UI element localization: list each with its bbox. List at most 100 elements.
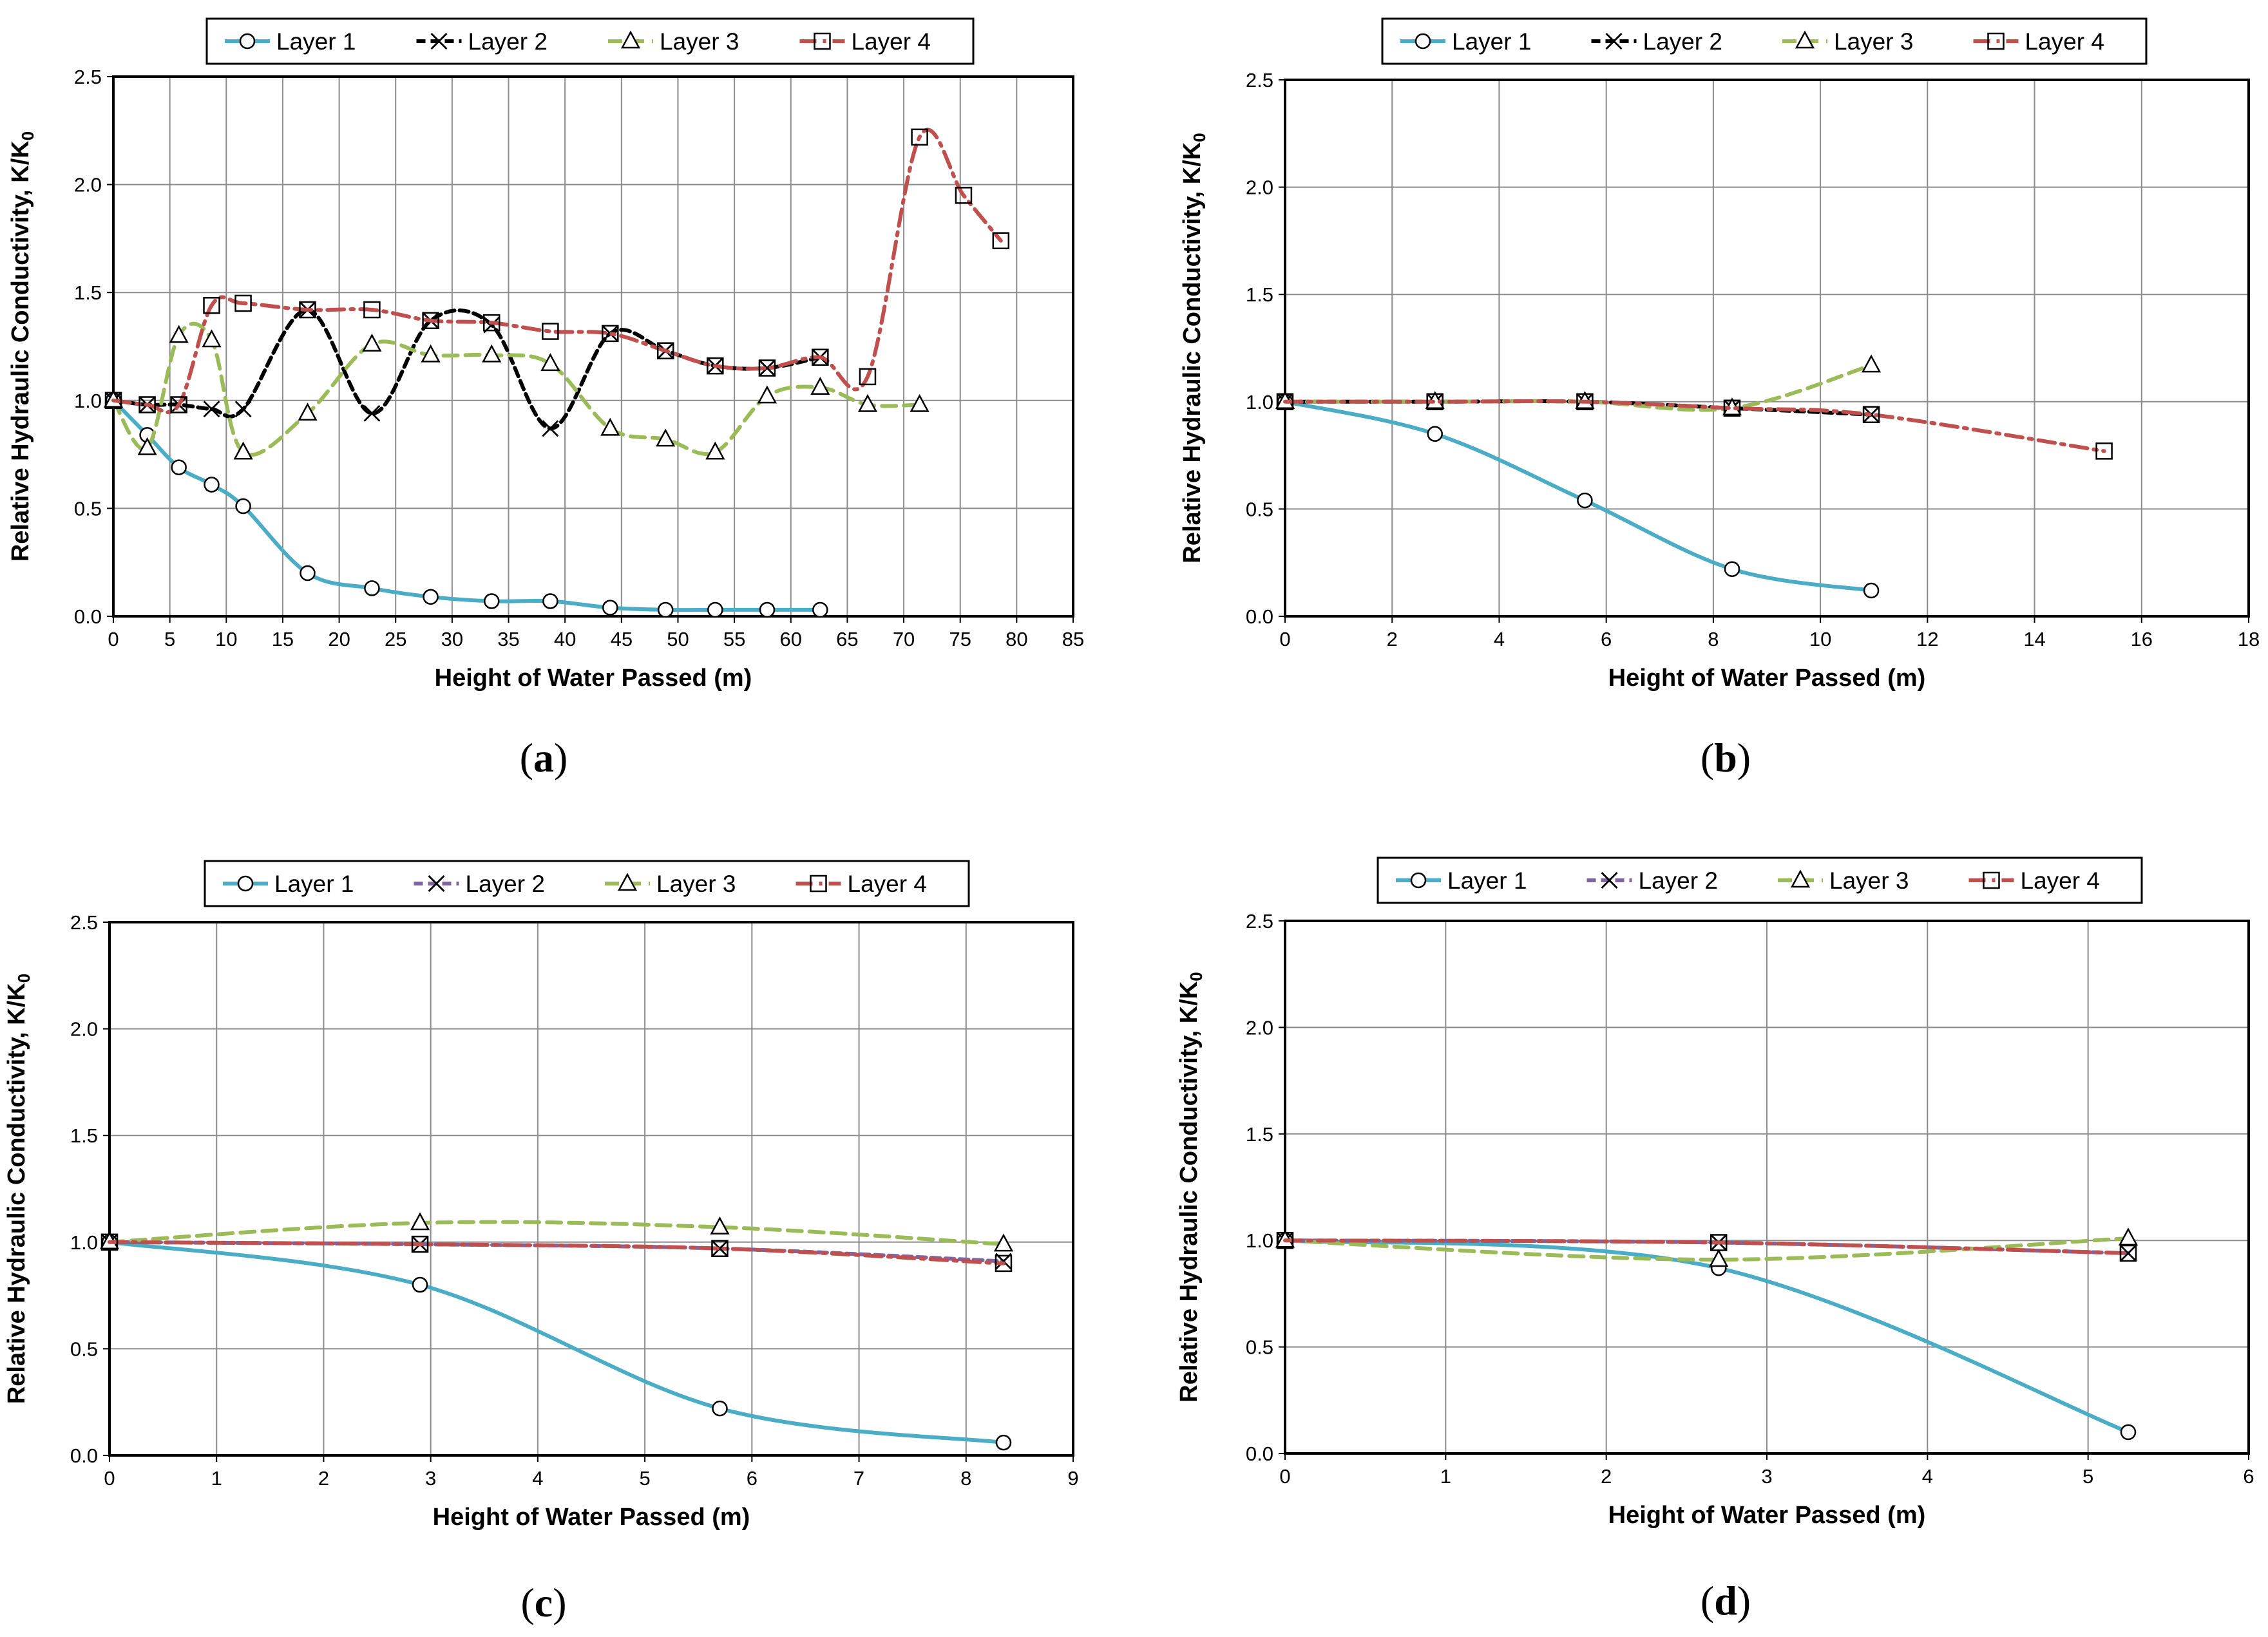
x-tick-label: 4: [1922, 1465, 1933, 1488]
data-point: [1709, 1249, 1729, 1267]
legend-label: Layer 4: [848, 871, 927, 897]
y-tick-label: 1.0: [74, 390, 102, 412]
data-point: [657, 601, 674, 618]
data-point: [542, 323, 559, 340]
legend-marker: [814, 32, 831, 50]
data-point: [410, 1212, 430, 1231]
x-tick-label: 0: [1279, 1465, 1290, 1488]
data-point: [1276, 1231, 1294, 1249]
data-point: [707, 601, 723, 618]
data-point: [758, 359, 776, 377]
panel-caption: (d): [1701, 1578, 1751, 1623]
y-tick-label: 0.5: [1246, 498, 1273, 520]
x-axis-label: Height of Water Passed (m): [433, 1504, 750, 1531]
series-line: [1283, 1236, 2130, 1262]
data-point-stroke: [758, 359, 776, 377]
caption-paren-close: ): [1737, 1578, 1751, 1623]
legend-marker: [1415, 33, 1431, 50]
caption-letter: a: [533, 735, 554, 781]
legend-border: [1381, 17, 2148, 65]
y-tick-label: 2.0: [1246, 176, 1273, 199]
chart-panel-c: 0 1 2 3 4 5 6 7 8 9 0.0 0.5 1.0 1.5 2.0 2.5 Height of Wa…: [3, 860, 1079, 1625]
series-line: [1283, 399, 2106, 453]
x-tick-label: 50: [667, 628, 689, 650]
data-point: [483, 593, 500, 609]
data-point: [911, 128, 928, 146]
x-tick-label: 6: [747, 1467, 758, 1490]
data-point: [712, 1400, 728, 1417]
y-tick-label: 2.0: [1246, 1016, 1273, 1039]
x-tick-label: 70: [893, 628, 915, 650]
caption-letter: c: [535, 1580, 553, 1625]
data-point: [2120, 1424, 2137, 1441]
data-point: [363, 404, 381, 422]
x-tick-label: 14: [2023, 628, 2045, 650]
legend-label: Layer 3: [1834, 28, 1913, 55]
data-point: [540, 353, 560, 372]
x-tick-label: 0: [1279, 628, 1290, 650]
data-point: [1276, 393, 1294, 411]
y-tick-label: 2.0: [74, 174, 102, 196]
data-point: [363, 301, 381, 319]
data-point-stroke: [542, 420, 559, 437]
data-point: [202, 329, 222, 348]
x-tick-label: 3: [1761, 1465, 1772, 1488]
x-tick-label: 10: [1809, 628, 1831, 650]
x-tick-label: 20: [328, 628, 350, 650]
series-line: [108, 1220, 1005, 1247]
legend-label: Layer 3: [656, 871, 736, 897]
data-point: [2119, 1244, 2137, 1262]
data-point: [100, 1233, 119, 1251]
legend-marker: [237, 875, 254, 892]
legend-label: Layer 4: [2021, 867, 2100, 894]
data-point: [2120, 1245, 2137, 1262]
y-tick-label: 0.0: [1246, 605, 1273, 628]
x-tick-label: 8: [960, 1467, 971, 1490]
legend-marker-stroke: [428, 875, 445, 892]
data-point: [857, 393, 878, 412]
x-tick-label: 0: [108, 628, 119, 650]
chart-panel-d: 0 1 2 3 4 5 6 0.0 0.5 1.0 1.5 2.0 2.5 Height of Water…: [1176, 856, 2254, 1623]
data-point: [600, 417, 620, 436]
data-point: [1861, 354, 1882, 373]
legend-marker: [1601, 872, 1618, 889]
x-tick-label: 18: [2238, 628, 2260, 650]
x-tick-label: 1: [211, 1467, 222, 1490]
chart-panel-b: 0 2 4 6 8 10 12 14 16 18 0.0 0.5 1.0 1.5 2.0 2.5 Height …: [1179, 17, 2260, 781]
legend: Layer 1 Layer 2 Layer 3 Layer 4: [1377, 856, 2143, 904]
caption-paren-open: (: [1701, 1578, 1714, 1623]
y-tick-label: 1.0: [70, 1231, 98, 1254]
data-point: [812, 348, 829, 366]
legend-marker: [428, 875, 445, 892]
x-tick-label: 55: [723, 628, 745, 650]
data-point: [234, 294, 252, 312]
legend-label: Layer 1: [276, 28, 356, 55]
legend-label: Layer 1: [274, 871, 354, 897]
data-point: [542, 593, 558, 609]
series-layer-1: [1277, 393, 1880, 599]
series-layer-2: [101, 1233, 1012, 1270]
y-tick-label: 1.5: [70, 1124, 98, 1147]
data-point: [602, 325, 619, 343]
plot-area-border: [112, 75, 1074, 618]
legend: Layer 1 Layer 2 Layer 3 Layer 4: [205, 17, 975, 65]
legend-marker: [1790, 869, 1811, 888]
x-tick-label: 16: [2131, 628, 2153, 650]
x-tick-label: 0: [104, 1467, 115, 1490]
x-tick-label: 3: [425, 1467, 436, 1490]
data-point: [169, 325, 189, 343]
x-tick-label: 6: [2243, 1465, 2254, 1488]
series-line: [108, 1240, 1005, 1445]
data-point: [1426, 393, 1444, 411]
data-point-stroke: [711, 1240, 729, 1257]
y-tick-label: 2.5: [1246, 910, 1273, 932]
x-axis-label: Height of Water Passed (m): [435, 665, 752, 692]
x-tick-label: 60: [780, 628, 802, 650]
panel-caption: (b): [1701, 735, 1751, 781]
data-point: [362, 334, 382, 352]
x-tick-label: 80: [1005, 628, 1027, 650]
legend-marker: [810, 875, 827, 893]
x-tick-label: 15: [272, 628, 294, 650]
legend-label: Layer 3: [1829, 867, 1909, 894]
data-point: [423, 589, 439, 605]
